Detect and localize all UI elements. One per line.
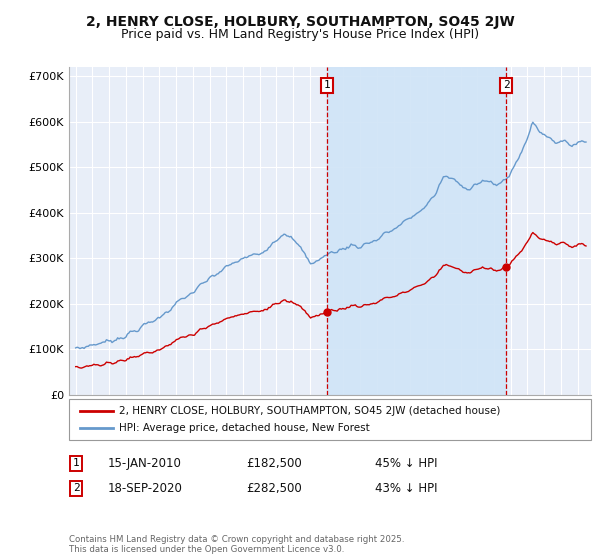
Text: Price paid vs. HM Land Registry's House Price Index (HPI): Price paid vs. HM Land Registry's House …	[121, 28, 479, 41]
Bar	[328, 67, 506, 395]
Text: £282,500: £282,500	[246, 482, 302, 495]
Text: 1: 1	[73, 458, 80, 468]
Text: 2, HENRY CLOSE, HOLBURY, SOUTHAMPTON, SO45 2JW (detached house): 2, HENRY CLOSE, HOLBURY, SOUTHAMPTON, SO…	[119, 406, 500, 416]
Text: 1: 1	[324, 81, 331, 90]
Text: 2, HENRY CLOSE, HOLBURY, SOUTHAMPTON, SO45 2JW: 2, HENRY CLOSE, HOLBURY, SOUTHAMPTON, SO…	[86, 15, 514, 29]
Text: 45% ↓ HPI: 45% ↓ HPI	[375, 456, 437, 470]
Text: Contains HM Land Registry data © Crown copyright and database right 2025.
This d: Contains HM Land Registry data © Crown c…	[69, 535, 404, 554]
Text: 2: 2	[73, 483, 80, 493]
Text: 15-JAN-2010: 15-JAN-2010	[108, 456, 182, 470]
Text: 18-SEP-2020: 18-SEP-2020	[108, 482, 183, 495]
Text: HPI: Average price, detached house, New Forest: HPI: Average price, detached house, New …	[119, 423, 370, 433]
Text: 2: 2	[503, 81, 509, 90]
Text: 43% ↓ HPI: 43% ↓ HPI	[375, 482, 437, 495]
Text: £182,500: £182,500	[246, 456, 302, 470]
